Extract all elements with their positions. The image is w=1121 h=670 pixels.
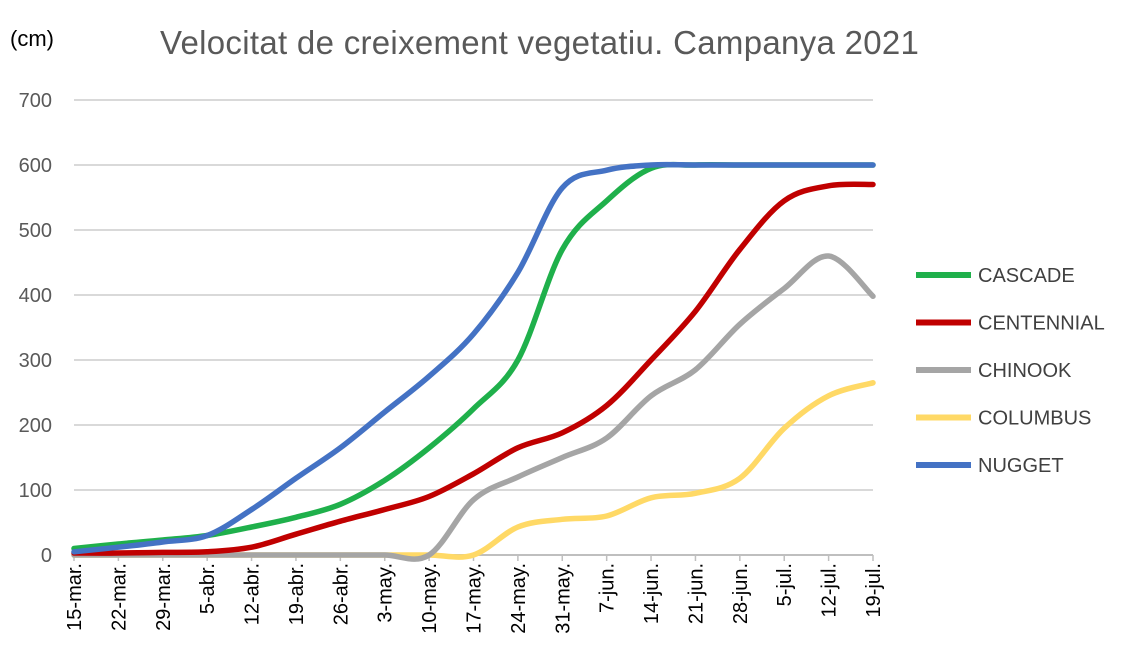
series-line-nugget: [71, 161, 876, 555]
x-tick-label: 22-mar.: [108, 563, 130, 631]
x-tick-label: 7-jun.: [597, 563, 619, 613]
y-tick-label: 300: [19, 350, 52, 372]
x-tick-label: 15-mar.: [64, 563, 86, 631]
series-lines: [71, 161, 876, 562]
legend-label-chinook: CHINOOK: [978, 360, 1072, 382]
legend-label-cascade: CASCADE: [978, 265, 1075, 287]
legend-label-centennial: CENTENNIAL: [978, 313, 1105, 335]
x-tick-label: 19-abr.: [286, 563, 308, 625]
x-tick-label: 10-may.: [419, 563, 441, 634]
x-tick-label: 17-may.: [464, 563, 486, 634]
x-tick-label: 12-jul.: [819, 563, 841, 617]
legend-label-columbus: COLUMBUS: [978, 408, 1091, 430]
x-tick-label: 24-may.: [508, 563, 530, 634]
y-axis-tick-labels: 0 100 200 300 400 500 600 700: [19, 90, 52, 567]
x-tick-label: 3-may.: [375, 563, 397, 623]
y-tick-label: 700: [19, 90, 52, 112]
x-tick-label: 14-jun.: [641, 563, 663, 624]
series-line-chinook: [71, 253, 876, 562]
y-tick-label: 100: [19, 480, 52, 502]
x-tick-label: 21-jun.: [685, 563, 707, 624]
x-tick-label: 28-jun.: [730, 563, 752, 624]
y-tick-label: 500: [19, 220, 52, 242]
y-axis-unit: (cm): [10, 26, 54, 51]
legend: CASCADE CENTENNIAL CHINOOK COLUMBUS NUGGET: [916, 265, 1105, 477]
gridlines: [74, 99, 873, 491]
x-tick-label: 5-abr.: [197, 563, 219, 614]
x-tick-label: 12-abr.: [242, 563, 264, 625]
x-tick-label: 31-may.: [552, 563, 574, 634]
chart-title: Velocitat de creixement vegetatiu. Campa…: [160, 24, 920, 61]
y-tick-label: 400: [19, 285, 52, 307]
y-tick-label: 600: [19, 155, 52, 177]
series-line-centennial: [71, 181, 876, 556]
x-tick-label: 29-mar.: [153, 563, 175, 631]
legend-label-nugget: NUGGET: [978, 455, 1064, 477]
x-tick-label: 5-jul.: [774, 563, 796, 606]
x-tick-label: 19-jul.: [863, 563, 885, 617]
y-tick-label: 200: [19, 415, 52, 437]
x-tick-label: 26-abr.: [330, 563, 352, 625]
x-axis: 15-mar. 22-mar. 29-mar. 5-abr. 12-abr. 19-abr…: [64, 554, 885, 634]
y-tick-label: 0: [41, 545, 52, 567]
